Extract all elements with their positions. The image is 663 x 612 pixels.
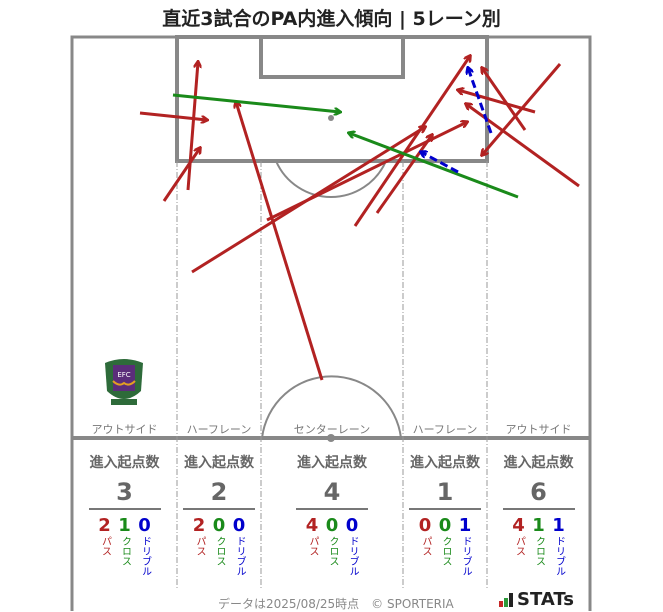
stat-total: 2 [183,478,255,510]
cross-count: 1 [532,515,545,536]
svg-text:EFC: EFC [117,371,130,379]
dribble-label: ドリブル [347,536,358,576]
dribble-count: 0 [232,515,246,536]
stat-total: 4 [296,478,368,510]
stat-total: 6 [502,478,575,510]
cross-label: クロス [119,536,131,566]
cross-count: 0 [212,515,226,536]
cross-label: クロス [214,536,225,566]
chart-title: 直近3試合のPA内進入傾向 | 5レーン別 [162,8,501,30]
stat-header: 進入起点数 [89,455,160,471]
pass-count: 4 [512,515,525,536]
dribble-label: ドリブル [460,536,471,576]
stat-header: 進入起点数 [297,455,367,471]
lane-label-right-half: ハーフレーン [412,423,478,436]
dribble-label: ドリブル [234,536,245,576]
dribble-count: 1 [552,515,565,536]
lane-stats-right-outside: 進入起点数 6 4 パス 1 クロス 1 ドリブル [487,452,590,576]
stat-total: 1 [409,478,481,510]
lane-label-left-half: ハーフレーン [186,423,252,436]
dribble-arrows [421,68,493,174]
cross-count: 0 [325,515,339,536]
dribble-count: 0 [138,515,151,536]
stats-logo: STATs [499,589,574,610]
dribble-count: 0 [345,515,359,536]
brand-name: STATs [517,589,574,610]
cross-label: クロス [533,536,545,566]
dribble-label: ドリブル [139,536,151,576]
pass-label: パス [99,536,111,556]
pass-label: パス [420,536,431,556]
cross-count: 0 [438,515,452,536]
lane-stats-right-half: 進入起点数 1 0 パス 0 クロス 1 ドリブル [403,452,487,576]
cross-count: 1 [118,515,131,536]
lane-stats-left-half: 進入起点数 2 2 パス 0 クロス 0 ドリブル [177,452,261,576]
pass-count: 0 [418,515,432,536]
stat-header: 進入起点数 [184,455,254,471]
pass-count: 4 [305,515,319,536]
stat-header: 進入起点数 [503,455,574,471]
pass-label: パス [307,536,318,556]
lane-stats-center: 進入起点数 4 4 パス 0 クロス 0 ドリブル [261,452,403,576]
cross-arrows [172,93,519,199]
pass-label: パス [194,536,205,556]
team-crest-icon: EFC [105,359,143,405]
bar-chart-icon [499,592,513,607]
pass-count: 2 [98,515,111,536]
dribble-count: 1 [458,515,472,536]
cross-label: クロス [440,536,451,566]
footer-credit: データは2025/08/25時点 © SPORTERIA [218,597,454,611]
dribble-label: ドリブル [553,536,565,576]
stat-total: 3 [88,478,161,510]
lane-label-left-outside: アウトサイド [91,423,158,436]
lane-label-center: センターレーン [293,423,371,436]
stat-header: 進入起点数 [410,455,480,471]
lane-label-right-outside: アウトサイド [505,423,572,436]
pass-arrows [139,56,580,381]
lane-stats-left-outside: 進入起点数 3 2 パス 1 クロス 0 ドリブル [72,452,177,576]
pass-count: 2 [192,515,206,536]
cross-label: クロス [327,536,338,566]
pass-label: パス [513,536,525,556]
